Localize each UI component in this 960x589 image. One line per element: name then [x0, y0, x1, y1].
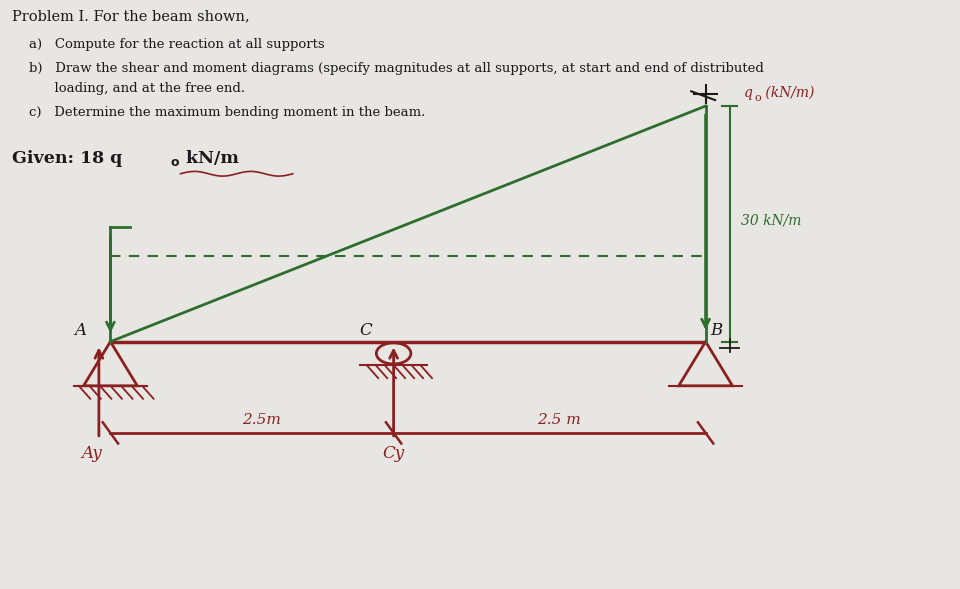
Text: Problem I. For the beam shown,: Problem I. For the beam shown,	[12, 9, 250, 23]
Text: Given: 18 q: Given: 18 q	[12, 150, 122, 167]
Text: a)   Compute for the reaction at all supports: a) Compute for the reaction at all suppo…	[29, 38, 324, 51]
Text: o: o	[171, 156, 180, 169]
Text: 2.5 m: 2.5 m	[538, 413, 581, 427]
Text: c)   Determine the maximum bending moment in the beam.: c) Determine the maximum bending moment …	[29, 106, 425, 119]
Text: o: o	[755, 93, 761, 103]
Text: B: B	[710, 322, 723, 339]
Text: 30 kN/m: 30 kN/m	[741, 214, 802, 228]
Text: q: q	[744, 86, 753, 100]
Text: C: C	[360, 322, 372, 339]
Text: b)   Draw the shear and moment diagrams (specify magnitudes at all supports, at : b) Draw the shear and moment diagrams (s…	[29, 62, 763, 75]
Text: Cy: Cy	[382, 445, 405, 462]
Text: kN/m: kN/m	[180, 150, 239, 167]
Text: 2.5m: 2.5m	[242, 413, 281, 427]
Text: (kN/m): (kN/m)	[761, 86, 815, 100]
Text: loading, and at the free end.: loading, and at the free end.	[29, 82, 245, 95]
Text: A: A	[74, 322, 86, 339]
Text: Ay: Ay	[81, 445, 102, 462]
